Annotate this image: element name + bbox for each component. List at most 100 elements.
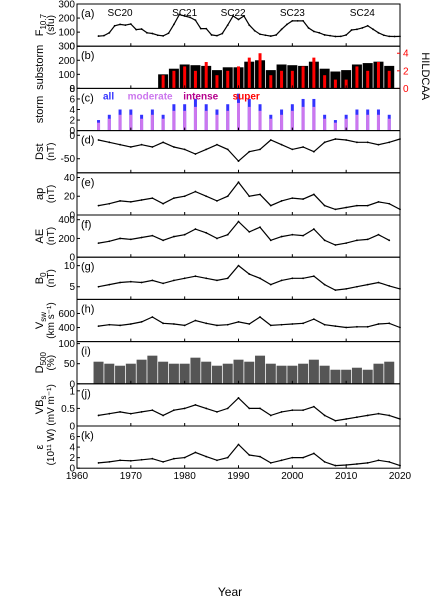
data-point (248, 454, 251, 456)
data-point (377, 233, 380, 236)
storm-moderate-bar (290, 110, 294, 131)
data-point (216, 459, 218, 462)
panel-frame (76, 172, 401, 216)
data-point (259, 407, 261, 410)
storm-moderate-bar (269, 118, 273, 131)
data-point (366, 238, 369, 241)
hildcaa-bar (172, 70, 176, 89)
storm-moderate-bar (280, 114, 284, 131)
storm-moderate-bar (312, 106, 316, 131)
y-tick-label: 10 (64, 261, 76, 272)
data-point (366, 141, 369, 144)
storm-moderate-bar (376, 114, 380, 131)
data-point (334, 289, 337, 292)
panel-frame (76, 383, 401, 427)
data-point (108, 323, 111, 326)
data-bar (341, 70, 352, 89)
data-point (226, 456, 229, 459)
data-bar (147, 355, 158, 384)
data-point (216, 143, 218, 146)
panel-tag: (g) (81, 261, 94, 273)
x-tick-label: 1980 (174, 471, 197, 482)
data-point (345, 418, 348, 420)
panel-tag: (b) (81, 50, 94, 62)
data-point (97, 285, 100, 288)
data-bar (125, 363, 136, 384)
data-point (393, 35, 396, 38)
x-tick-label: 2020 (389, 471, 412, 482)
data-point (242, 15, 245, 17)
data-point (108, 412, 111, 415)
data-point (232, 15, 235, 17)
panel-1: 0 100 200 300 (b) substorm 0 2 4 HILDCAA (34, 42, 431, 101)
data-point (183, 277, 186, 280)
data-point (345, 206, 348, 209)
data-point (323, 141, 326, 144)
data-point (377, 412, 380, 415)
data-point (356, 416, 358, 419)
legend-entry: moderate (128, 91, 173, 102)
storm-moderate-bar (323, 118, 327, 131)
data-point (216, 237, 218, 240)
hildcaa-bar (215, 75, 219, 89)
data-bar (233, 359, 244, 384)
data-bar (330, 369, 341, 384)
series-line (98, 316, 401, 329)
cycle-label: SC20 (108, 8, 133, 19)
data-point (173, 323, 175, 325)
y-axis-label: ε (34, 445, 46, 450)
data-point (334, 244, 337, 246)
data-point (162, 35, 165, 37)
data-point (264, 34, 267, 37)
data-point (119, 411, 121, 413)
x-tick-label: 1960 (66, 471, 89, 482)
y-tick-label: 0 (69, 422, 75, 433)
y-tick-label: 200 (58, 56, 75, 67)
data-point (334, 35, 337, 38)
data-point (366, 462, 369, 464)
data-point (334, 464, 337, 467)
data-point (216, 411, 218, 413)
data-point (205, 455, 208, 458)
data-point (345, 34, 348, 36)
y-tick-label: 600 (58, 309, 75, 320)
data-point (226, 195, 229, 198)
panel-tag: (h) (81, 303, 94, 315)
data-point (108, 141, 111, 144)
data-point (356, 204, 358, 207)
data-point (312, 405, 315, 408)
y-tick-label: 0 (69, 379, 75, 390)
data-point (140, 199, 143, 201)
y-axis-unit: (nT) (46, 143, 57, 161)
hildcaa-bar (333, 79, 337, 89)
data-point (323, 239, 326, 242)
data-point (248, 195, 251, 198)
data-point (318, 31, 321, 34)
data-point (119, 324, 121, 327)
data-point (162, 460, 165, 463)
data-point (226, 407, 229, 410)
data-point (151, 234, 154, 237)
data-point (345, 242, 348, 245)
y-tick-label: 20 (64, 192, 76, 203)
data-bar (244, 361, 255, 384)
data-bar (351, 367, 362, 384)
y-tick-label: 100 (58, 70, 75, 81)
cycle-label: SC23 (280, 8, 305, 19)
data-point (173, 146, 175, 148)
data-point (119, 143, 121, 146)
y-tick-label: 300 (58, 42, 75, 53)
hildcaa-bar (183, 66, 187, 89)
data-bar (136, 359, 147, 384)
hildcaa-bar (387, 70, 391, 89)
data-point (140, 28, 143, 30)
data-point (286, 23, 288, 26)
panel-frame (76, 256, 401, 300)
data-point (205, 148, 208, 151)
data-point (280, 323, 283, 326)
data-point (162, 322, 165, 325)
data-point (323, 283, 326, 286)
data-point (334, 138, 337, 140)
y-tick-label: 0.5 (61, 404, 75, 415)
